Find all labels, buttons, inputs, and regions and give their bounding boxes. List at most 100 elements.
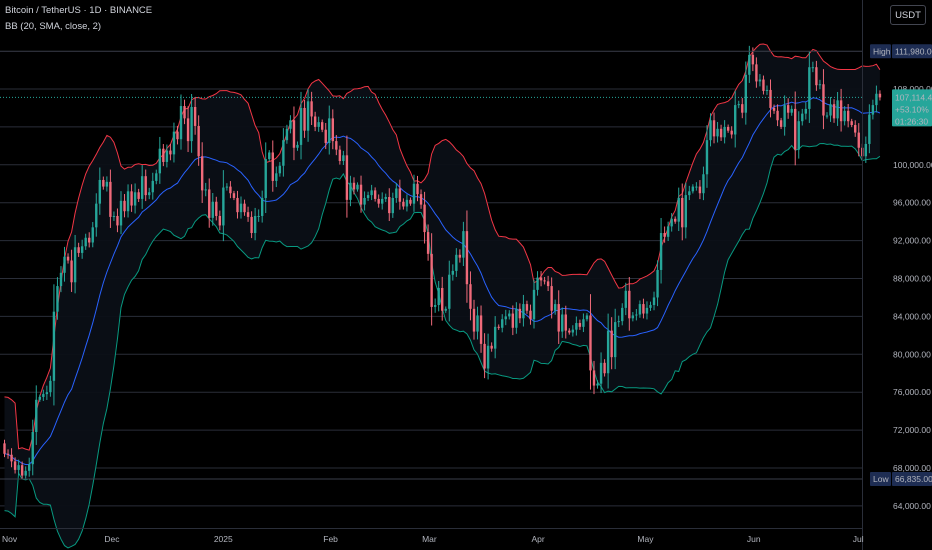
candle bbox=[804, 102, 808, 120]
candle-body bbox=[63, 256, 66, 273]
candle bbox=[631, 312, 635, 322]
candle-body bbox=[455, 254, 458, 271]
candle bbox=[645, 301, 649, 320]
candle-body bbox=[20, 465, 24, 476]
candle bbox=[423, 191, 426, 244]
candle-body bbox=[197, 125, 200, 157]
candle bbox=[144, 169, 147, 202]
candle bbox=[790, 105, 793, 116]
candle-body bbox=[24, 470, 27, 476]
candle-body bbox=[56, 286, 59, 312]
candle bbox=[878, 90, 882, 101]
candle-body bbox=[716, 128, 719, 137]
candle-body bbox=[472, 308, 476, 332]
candle-body bbox=[536, 277, 539, 290]
candle bbox=[571, 325, 575, 337]
candle-body bbox=[282, 140, 285, 166]
candle-body bbox=[130, 191, 133, 206]
candle bbox=[239, 196, 243, 219]
candle bbox=[35, 385, 38, 445]
candle-body bbox=[412, 183, 416, 204]
candle bbox=[338, 145, 342, 165]
candle bbox=[56, 277, 59, 320]
candle bbox=[829, 97, 832, 122]
candle-body bbox=[6, 453, 10, 455]
candle-body bbox=[769, 89, 772, 108]
candle bbox=[73, 234, 77, 294]
candle-body bbox=[430, 253, 433, 307]
candle-body bbox=[356, 184, 359, 190]
candle-body bbox=[402, 201, 405, 207]
candle bbox=[409, 197, 412, 206]
candle-body bbox=[709, 120, 712, 141]
candle bbox=[854, 120, 857, 137]
candle bbox=[493, 316, 497, 359]
last-price-label: 107,114.45 bbox=[895, 92, 932, 102]
candle-body bbox=[119, 200, 123, 226]
candle bbox=[366, 191, 370, 202]
candle-body bbox=[850, 121, 853, 126]
candle-body bbox=[698, 186, 702, 194]
candle bbox=[543, 276, 546, 285]
candle bbox=[666, 221, 670, 242]
candle bbox=[578, 319, 582, 330]
candle bbox=[335, 135, 338, 156]
candle bbox=[539, 271, 543, 287]
candle bbox=[200, 142, 204, 204]
candle-body bbox=[42, 394, 45, 397]
candle-body bbox=[726, 126, 730, 131]
candle-body bbox=[744, 74, 747, 113]
candle-body bbox=[751, 54, 755, 65]
candle bbox=[20, 461, 24, 479]
candle bbox=[808, 51, 811, 123]
candle-body bbox=[271, 152, 274, 181]
candle bbox=[395, 183, 398, 203]
candle bbox=[712, 112, 716, 144]
candle-body bbox=[335, 141, 338, 150]
candle bbox=[818, 79, 822, 90]
candle-body bbox=[497, 326, 500, 328]
candle bbox=[342, 150, 345, 166]
candle-body bbox=[515, 308, 518, 328]
candle bbox=[599, 352, 603, 394]
candle-body bbox=[631, 315, 635, 319]
candle bbox=[748, 45, 751, 83]
candle-body bbox=[278, 165, 282, 174]
candle-body bbox=[13, 461, 17, 470]
x-tick-label: May bbox=[637, 534, 654, 544]
candle-body bbox=[236, 197, 239, 213]
candle bbox=[518, 303, 522, 324]
candle bbox=[102, 176, 105, 190]
candle bbox=[222, 170, 225, 242]
candle-body bbox=[557, 304, 560, 332]
candle bbox=[832, 99, 836, 123]
candle-body bbox=[144, 176, 147, 196]
candle bbox=[568, 328, 571, 335]
currency-button[interactable]: USDT bbox=[890, 5, 926, 25]
candle bbox=[317, 116, 320, 132]
candle-body bbox=[391, 197, 394, 214]
y-axis: 64,000.00 68,000.00 72,000.00 76,000.00 80,0… bbox=[862, 0, 932, 550]
candle-body bbox=[246, 212, 250, 217]
candle-body bbox=[3, 443, 6, 454]
indicator-legend[interactable]: BB (20, SMA, close, 2) bbox=[5, 21, 102, 32]
candle-body bbox=[702, 174, 705, 194]
candle bbox=[388, 188, 391, 222]
candle bbox=[681, 183, 684, 241]
candle bbox=[550, 277, 553, 319]
symbol-title: Bitcoin / TetherUS · 1D · BINANCE bbox=[5, 5, 153, 16]
candle bbox=[381, 192, 384, 210]
candle-body bbox=[642, 304, 645, 314]
candle-body bbox=[864, 143, 868, 157]
candle bbox=[6, 449, 10, 459]
low-value-bg bbox=[892, 472, 932, 487]
candle bbox=[871, 99, 875, 120]
candle bbox=[197, 115, 200, 166]
candle-body bbox=[666, 226, 670, 237]
candle bbox=[864, 136, 868, 163]
candle-body bbox=[169, 150, 172, 155]
candle-body bbox=[786, 105, 790, 113]
candle-body bbox=[469, 284, 472, 309]
candle-body bbox=[303, 107, 306, 131]
